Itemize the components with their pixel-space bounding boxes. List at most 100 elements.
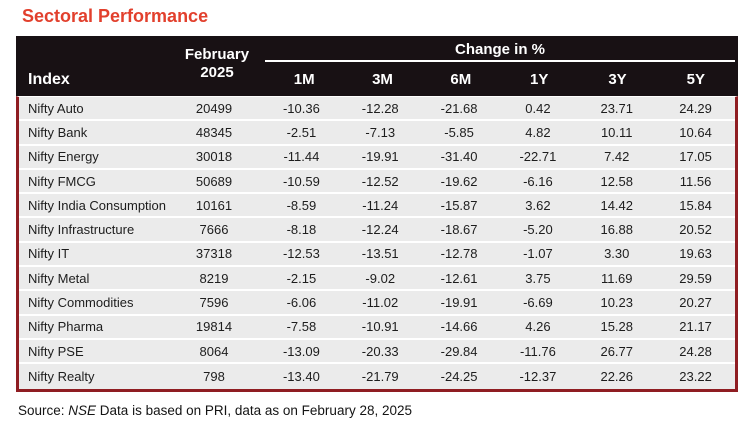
index-name: Nifty Realty <box>28 368 95 384</box>
change-3m: -12.28 <box>361 100 399 116</box>
change-3m: -11.24 <box>362 197 399 213</box>
change-6m: -12.61 <box>440 270 478 286</box>
change-1m: -2.51 <box>286 124 317 140</box>
change-3y: 10.23 <box>600 295 634 311</box>
change-1m: -13.09 <box>282 343 320 359</box>
index-name: Nifty PSE <box>28 343 84 359</box>
change-3y: 11.69 <box>600 270 633 286</box>
change-3m: -21.79 <box>361 368 399 384</box>
feb-2025-value: 19814 <box>195 319 233 335</box>
table-row: Nifty Realty 798 -13.40 -21.79 -24.25 -1… <box>19 364 735 389</box>
change-5y: 15.84 <box>679 197 712 213</box>
index-name: Nifty Pharma <box>28 319 104 335</box>
change-1m: -13.40 <box>282 368 320 384</box>
feb-2025-value: 7596 <box>199 295 229 311</box>
change-3m: -13.51 <box>361 246 399 262</box>
feb-2025-value: 8064 <box>199 343 229 359</box>
feb-2025-value: 37318 <box>195 246 233 262</box>
index-name: Nifty Infrastructure <box>28 222 135 238</box>
change-1m: -10.36 <box>282 100 320 116</box>
change-1y: -6.69 <box>523 295 553 311</box>
change-1y: -22.71 <box>519 149 557 165</box>
change-6m: -19.91 <box>440 295 478 311</box>
source-nse: NSE <box>68 402 97 418</box>
change-1y: 0.42 <box>525 100 551 116</box>
index-name: Nifty Metal <box>28 270 90 286</box>
change-5y: 29.59 <box>679 270 712 286</box>
change-5y: 19.63 <box>679 246 712 262</box>
change-6m: -29.84 <box>440 343 478 359</box>
feb-2025-value: 798 <box>203 368 225 384</box>
change-3y: 12.58 <box>600 173 634 189</box>
change-6m: -14.66 <box>440 319 478 335</box>
page-title: Sectoral Performance <box>22 6 209 26</box>
table-row: Nifty Pharma 19814 -7.58 -10.91 -14.66 4… <box>19 315 735 340</box>
change-1y: -5.20 <box>523 222 553 238</box>
change-1y: -1.07 <box>523 246 553 262</box>
change-5y: 10.64 <box>679 124 712 140</box>
change-3y: 7.42 <box>604 149 630 165</box>
source-suffix: Data is based on PRI, data as on Februar… <box>96 402 412 418</box>
change-3m: -12.24 <box>361 222 399 238</box>
column-header-5y: 5Y <box>686 71 705 88</box>
change-3m: -10.91 <box>361 319 399 335</box>
column-header-february-2025: February 2025 <box>169 46 265 86</box>
column-header-3m: 3M <box>372 71 393 88</box>
change-5y: 17.05 <box>679 149 712 165</box>
change-1y: -6.16 <box>523 173 553 189</box>
table-row: Nifty Auto 20499 -10.36 -12.28 -21.68 0.… <box>19 97 735 122</box>
table-row: Nifty PSE 8064 -13.09 -20.33 -29.84 -11.… <box>19 339 735 365</box>
change-5y: 23.22 <box>679 368 712 384</box>
period-line-1: February <box>184 46 250 63</box>
period-line-2: 2025 <box>200 64 234 81</box>
change-1m: -10.59 <box>282 173 320 189</box>
column-header-index: Index <box>28 71 70 88</box>
change-3y: 3.30 <box>604 246 630 262</box>
feb-2025-value: 7666 <box>199 222 229 238</box>
change-1m: -12.53 <box>282 246 320 262</box>
change-in-percent-header: Change in % <box>265 41 735 62</box>
change-1m: -6.06 <box>286 295 317 311</box>
change-3m: -19.91 <box>361 149 399 165</box>
change-5y: 20.27 <box>679 295 712 311</box>
feb-2025-value: 50689 <box>195 173 233 189</box>
source-prefix: Source: <box>18 402 69 418</box>
change-3y: 23.71 <box>600 100 634 116</box>
index-name: Nifty FMCG <box>28 173 96 189</box>
table-body: Nifty Auto 20499 -10.36 -12.28 -21.68 0.… <box>16 96 738 392</box>
change-1y: 4.82 <box>525 124 551 140</box>
feb-2025-value: 30018 <box>195 149 233 165</box>
index-name: Nifty Auto <box>28 100 84 116</box>
source-note: Source: NSE Data is based on PRI, data a… <box>18 403 748 418</box>
feb-2025-value: 20499 <box>195 100 233 116</box>
change-5y: 21.17 <box>679 319 712 335</box>
change-3m: -20.33 <box>361 343 399 359</box>
change-1y: 4.26 <box>525 319 551 335</box>
change-6m: -15.87 <box>440 197 478 213</box>
table-row: Nifty IT 37318 -12.53 -13.51 -12.78 -1.0… <box>19 242 735 268</box>
index-name: Nifty IT <box>28 246 70 262</box>
change-6m: -18.67 <box>440 222 478 238</box>
change-3y: 14.42 <box>600 197 634 213</box>
index-name: Nifty Commodities <box>28 295 134 311</box>
table-row: Nifty FMCG 50689 -10.59 -12.52 -19.62 -6… <box>19 169 735 195</box>
change-3m: -7.13 <box>365 124 396 140</box>
index-name: Nifty Bank <box>28 124 88 140</box>
feb-2025-value: 48345 <box>195 124 233 140</box>
change-5y: 11.56 <box>679 173 712 189</box>
table-row: Nifty Commodities 7596 -6.06 -11.02 -19.… <box>19 291 735 316</box>
change-3y: 15.28 <box>600 319 634 335</box>
feb-2025-value: 8219 <box>199 270 229 286</box>
column-header-6m: 6M <box>450 71 472 88</box>
change-6m: -12.78 <box>440 246 478 262</box>
change-3y: 16.88 <box>600 222 634 238</box>
change-3y: 10.11 <box>600 124 633 140</box>
change-1y: -12.37 <box>519 368 557 384</box>
change-6m: -19.62 <box>440 173 478 189</box>
change-5y: 24.29 <box>679 100 712 116</box>
change-3m: -12.52 <box>361 173 399 189</box>
table-row: Nifty Infrastructure 7666 -8.18 -12.24 -… <box>19 218 735 243</box>
change-3m: -11.02 <box>362 295 399 311</box>
sectoral-performance-table: Index February 2025 Change in % 1M 3M 6M… <box>16 36 738 392</box>
change-1y: 3.62 <box>525 197 551 213</box>
